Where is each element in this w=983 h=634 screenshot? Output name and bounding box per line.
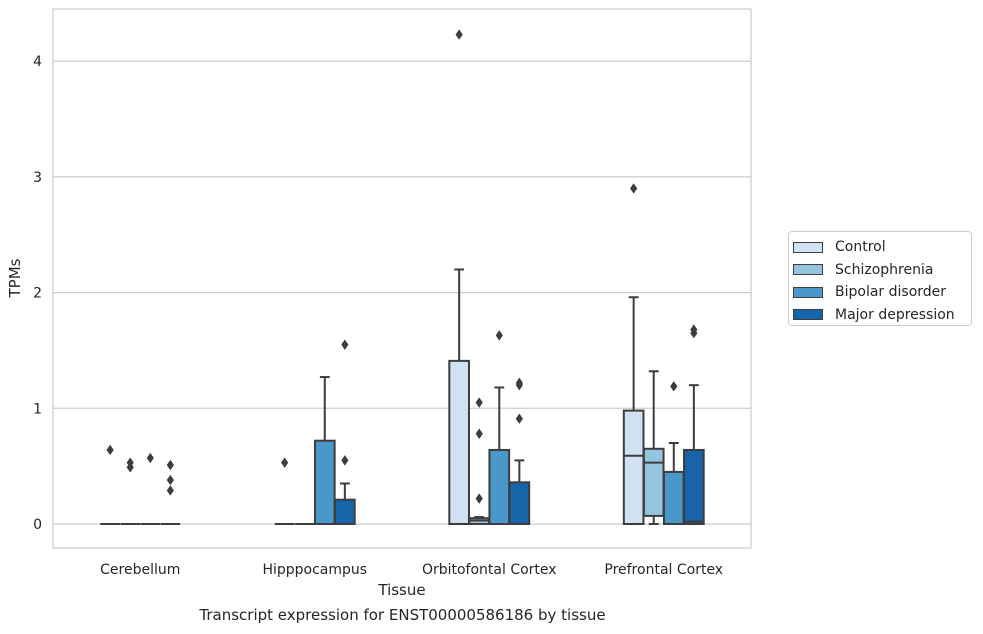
outlier-point xyxy=(166,474,174,486)
plot-frame xyxy=(52,8,752,549)
legend-item-control: Control xyxy=(793,236,965,259)
box-group xyxy=(622,183,645,526)
x-tick-labels: Cerebellum Hipppocampus Orbitofontal Corte… xyxy=(100,562,723,578)
outlier-point xyxy=(630,183,638,194)
y-tick-label: 1 xyxy=(33,401,42,417)
box xyxy=(642,447,665,517)
box xyxy=(622,409,645,526)
outlier-point xyxy=(106,444,114,456)
outlier-point xyxy=(475,397,483,408)
legend-label: Schizophrenia xyxy=(835,261,934,278)
box-group xyxy=(683,324,705,525)
legend-item-major-depression: Major depression xyxy=(793,304,965,327)
y-tick-labels: 0 1 2 3 4 xyxy=(33,54,42,533)
box-group xyxy=(274,457,295,525)
legend-swatch xyxy=(793,309,823,321)
legend-label: Major depression xyxy=(835,306,955,323)
legend: Control Schizophrenia Bipolar disorder M… xyxy=(788,231,972,326)
box-group xyxy=(160,459,181,525)
outlier-point xyxy=(126,457,134,468)
outlier-point xyxy=(515,413,523,424)
outlier-point xyxy=(515,377,523,389)
box-group xyxy=(100,444,120,525)
chart-caption: Transcript expression for ENST0000058618… xyxy=(199,606,606,624)
x-tick-label: Orbitofontal Cortex xyxy=(422,562,557,578)
outlier-point xyxy=(146,452,154,464)
boxes xyxy=(100,29,705,526)
box-group xyxy=(120,457,141,525)
y-tick-label: 2 xyxy=(33,286,42,302)
box-group xyxy=(448,29,470,525)
box xyxy=(448,359,470,525)
box xyxy=(313,439,336,526)
outlier-point xyxy=(166,459,174,471)
legend-label: Bipolar disorder xyxy=(835,284,947,301)
y-tick-label: 4 xyxy=(33,54,42,70)
outlier-point xyxy=(341,339,349,350)
box-group xyxy=(334,339,356,526)
box xyxy=(488,448,511,525)
x-tick-label: Hipppocampus xyxy=(262,562,367,578)
outlier-point xyxy=(690,324,698,335)
legend-swatch xyxy=(793,241,823,253)
outlier-point xyxy=(475,493,483,504)
box-group xyxy=(140,452,161,525)
outlier-point xyxy=(166,485,174,496)
legend-label: Control xyxy=(835,239,886,256)
y-tick-label: 3 xyxy=(33,170,42,186)
box xyxy=(508,481,531,525)
box-group xyxy=(508,377,531,525)
legend-swatch xyxy=(793,264,823,276)
box xyxy=(662,470,685,525)
x-tick-label: Cerebellum xyxy=(100,562,180,578)
outlier-point xyxy=(495,330,503,341)
legend-item-bipolar-disorder: Bipolar disorder xyxy=(793,281,965,304)
box-group xyxy=(313,376,336,526)
y-axis-label: TPMs xyxy=(6,258,24,298)
box-group xyxy=(488,330,511,525)
x-tick-label: Prefrontal Cortex xyxy=(604,562,723,578)
box xyxy=(683,448,705,525)
legend-swatch xyxy=(793,286,823,298)
legend-item-schizophrenia: Schizophrenia xyxy=(793,259,965,282)
y-tick-label: 0 xyxy=(33,517,42,533)
outlier-point xyxy=(670,381,678,392)
outlier-point xyxy=(281,457,289,468)
box xyxy=(334,498,356,526)
outlier-point xyxy=(341,455,349,466)
outlier-point xyxy=(475,428,483,439)
x-axis-label: Tissue xyxy=(377,581,425,599)
outlier-point xyxy=(455,29,463,40)
